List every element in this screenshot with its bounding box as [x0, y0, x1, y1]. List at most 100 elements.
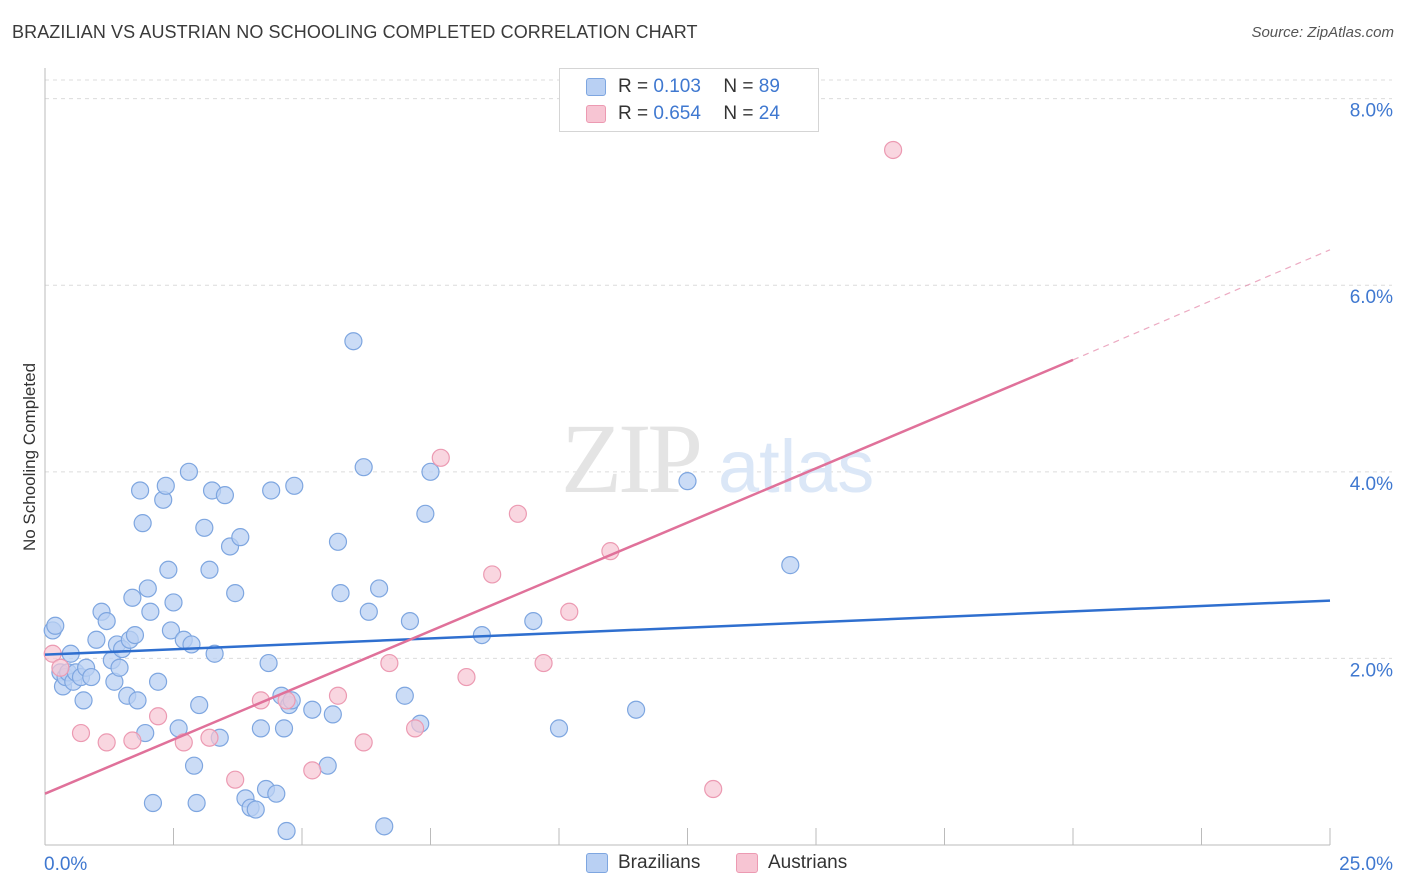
brazilian-point — [128, 691, 147, 710]
legend-box: R = 0.103 N = 89 R = 0.654 N = 24 — [559, 68, 819, 132]
y-tick-label: 6.0% — [1350, 287, 1393, 308]
legend-r-value: 0.103 — [653, 76, 701, 97]
brazilian-point — [400, 611, 420, 631]
brazilian-point — [246, 800, 265, 819]
brazilian-point — [626, 700, 646, 719]
brazilian-point — [331, 584, 350, 603]
legend-label-austrians: Austrians — [768, 852, 848, 873]
brazilian-point — [354, 458, 373, 477]
brazilian-point — [226, 584, 245, 603]
y-tick-label: 2.0% — [1350, 660, 1393, 681]
brazilian-point — [179, 462, 199, 481]
austrian-point — [508, 504, 527, 523]
brazilian-point — [303, 700, 322, 719]
austrian-point — [534, 653, 553, 673]
austrian-point — [405, 719, 425, 738]
brazilian-point — [549, 719, 569, 738]
austrian-point — [328, 686, 348, 705]
austrian-point — [704, 779, 723, 799]
brazilian-point — [323, 705, 342, 724]
brazilian-point — [262, 481, 281, 500]
source-label: Source: ZipAtlas.com — [1251, 24, 1394, 41]
austrian-point — [883, 140, 903, 160]
brazilian-point — [159, 560, 178, 579]
brazilian-point — [359, 602, 378, 621]
legend-n-label: N = — [723, 76, 754, 97]
legend-n-value: 89 — [758, 76, 780, 97]
brazilian-point — [200, 560, 219, 579]
austrians-trend-line — [44, 358, 1074, 795]
legend-swatch-blue — [586, 853, 608, 873]
tick-labels: 2.0% 4.0% 6.0% 8.0% 0.0% 25.0% — [44, 101, 1393, 875]
austrian-point — [123, 731, 142, 750]
legend-r-value: 0.654 — [653, 103, 701, 124]
brazilian-point — [190, 695, 209, 715]
brazilian-point — [678, 472, 697, 491]
brazilian-point — [781, 556, 800, 575]
brazilian-point — [370, 579, 389, 598]
brazilian-point — [395, 686, 414, 705]
austrian-point — [457, 667, 476, 687]
austrian-point — [380, 653, 399, 673]
brazilian-point — [138, 579, 157, 598]
brazilian-point — [161, 621, 181, 640]
brazilian-point — [130, 481, 150, 500]
brazilian-point — [143, 793, 163, 813]
legend-n-value: 24 — [758, 103, 780, 124]
y-tick-label: 8.0% — [1350, 101, 1393, 122]
brazilian-point — [205, 644, 224, 663]
brazilian-point — [156, 476, 175, 495]
brazilian-point — [277, 821, 296, 841]
austrian-point — [148, 707, 168, 726]
brazilian-point — [231, 528, 250, 547]
brazilians-trend-line — [44, 599, 1331, 656]
watermark-atlas: atlas — [718, 425, 874, 508]
brazilian-point — [110, 658, 129, 677]
x-tick-label: 25.0% — [1339, 854, 1393, 875]
brazilian-point — [74, 691, 93, 710]
brazilian-point — [285, 476, 304, 495]
brazilian-point — [123, 588, 142, 607]
brazilian-point — [274, 719, 294, 738]
watermark: ZIP atlas — [561, 403, 874, 514]
brazilian-point — [82, 667, 101, 687]
brazilian-point — [125, 625, 145, 645]
legend-row-austrians: R = 0.654 N = 24 — [586, 101, 780, 127]
brazilian-point — [184, 756, 204, 775]
brazilian-point — [133, 514, 152, 533]
brazilian-point — [328, 532, 348, 551]
brazilian-point — [524, 611, 543, 631]
brazilian-point — [97, 611, 116, 631]
brazilian-point — [318, 756, 337, 775]
austrian-point — [97, 733, 116, 752]
x-tick-label: 0.0% — [44, 854, 87, 875]
watermark-zip: ZIP — [561, 403, 699, 514]
legend-label-brazilians: Brazilians — [618, 852, 701, 873]
austrian-point — [200, 728, 219, 747]
brazilian-point — [267, 784, 286, 803]
brazilian-point — [251, 719, 270, 738]
legend-r-label: R = — [618, 76, 649, 97]
chart-title: BRAZILIAN VS AUSTRIAN NO SCHOOLING COMPL… — [12, 22, 698, 42]
austrian-point — [560, 602, 579, 621]
brazilian-point — [182, 635, 201, 654]
series-legend: Brazilians Austrians — [0, 852, 1406, 876]
legend-item-austrians: Austrians — [736, 852, 847, 874]
axes — [44, 68, 1331, 846]
brazilian-point — [87, 630, 106, 649]
brazilian-point — [344, 332, 363, 351]
austrian-point — [431, 448, 450, 467]
legend-swatch-pink — [586, 105, 606, 123]
legend-r-label: R = — [618, 103, 649, 124]
legend-row-brazilians: R = 0.103 N = 89 — [586, 74, 780, 100]
legend-n-label: N = — [723, 103, 754, 124]
brazilian-point — [259, 653, 278, 673]
austrian-point — [354, 733, 373, 752]
y-tick-label: 4.0% — [1350, 474, 1393, 495]
austrian-point — [226, 770, 245, 789]
austrians-trend-extension — [1072, 249, 1331, 361]
brazilian-point — [148, 672, 168, 691]
brazilian-point — [164, 593, 183, 612]
brazilian-point — [375, 817, 394, 836]
brazilians-points — [43, 332, 800, 841]
